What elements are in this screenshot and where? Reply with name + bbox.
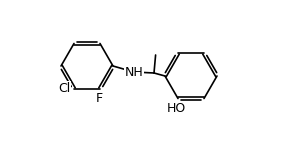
Text: HO: HO xyxy=(166,102,186,115)
Text: F: F xyxy=(96,92,103,105)
Text: Cl: Cl xyxy=(58,82,70,95)
Text: NH: NH xyxy=(125,66,143,78)
